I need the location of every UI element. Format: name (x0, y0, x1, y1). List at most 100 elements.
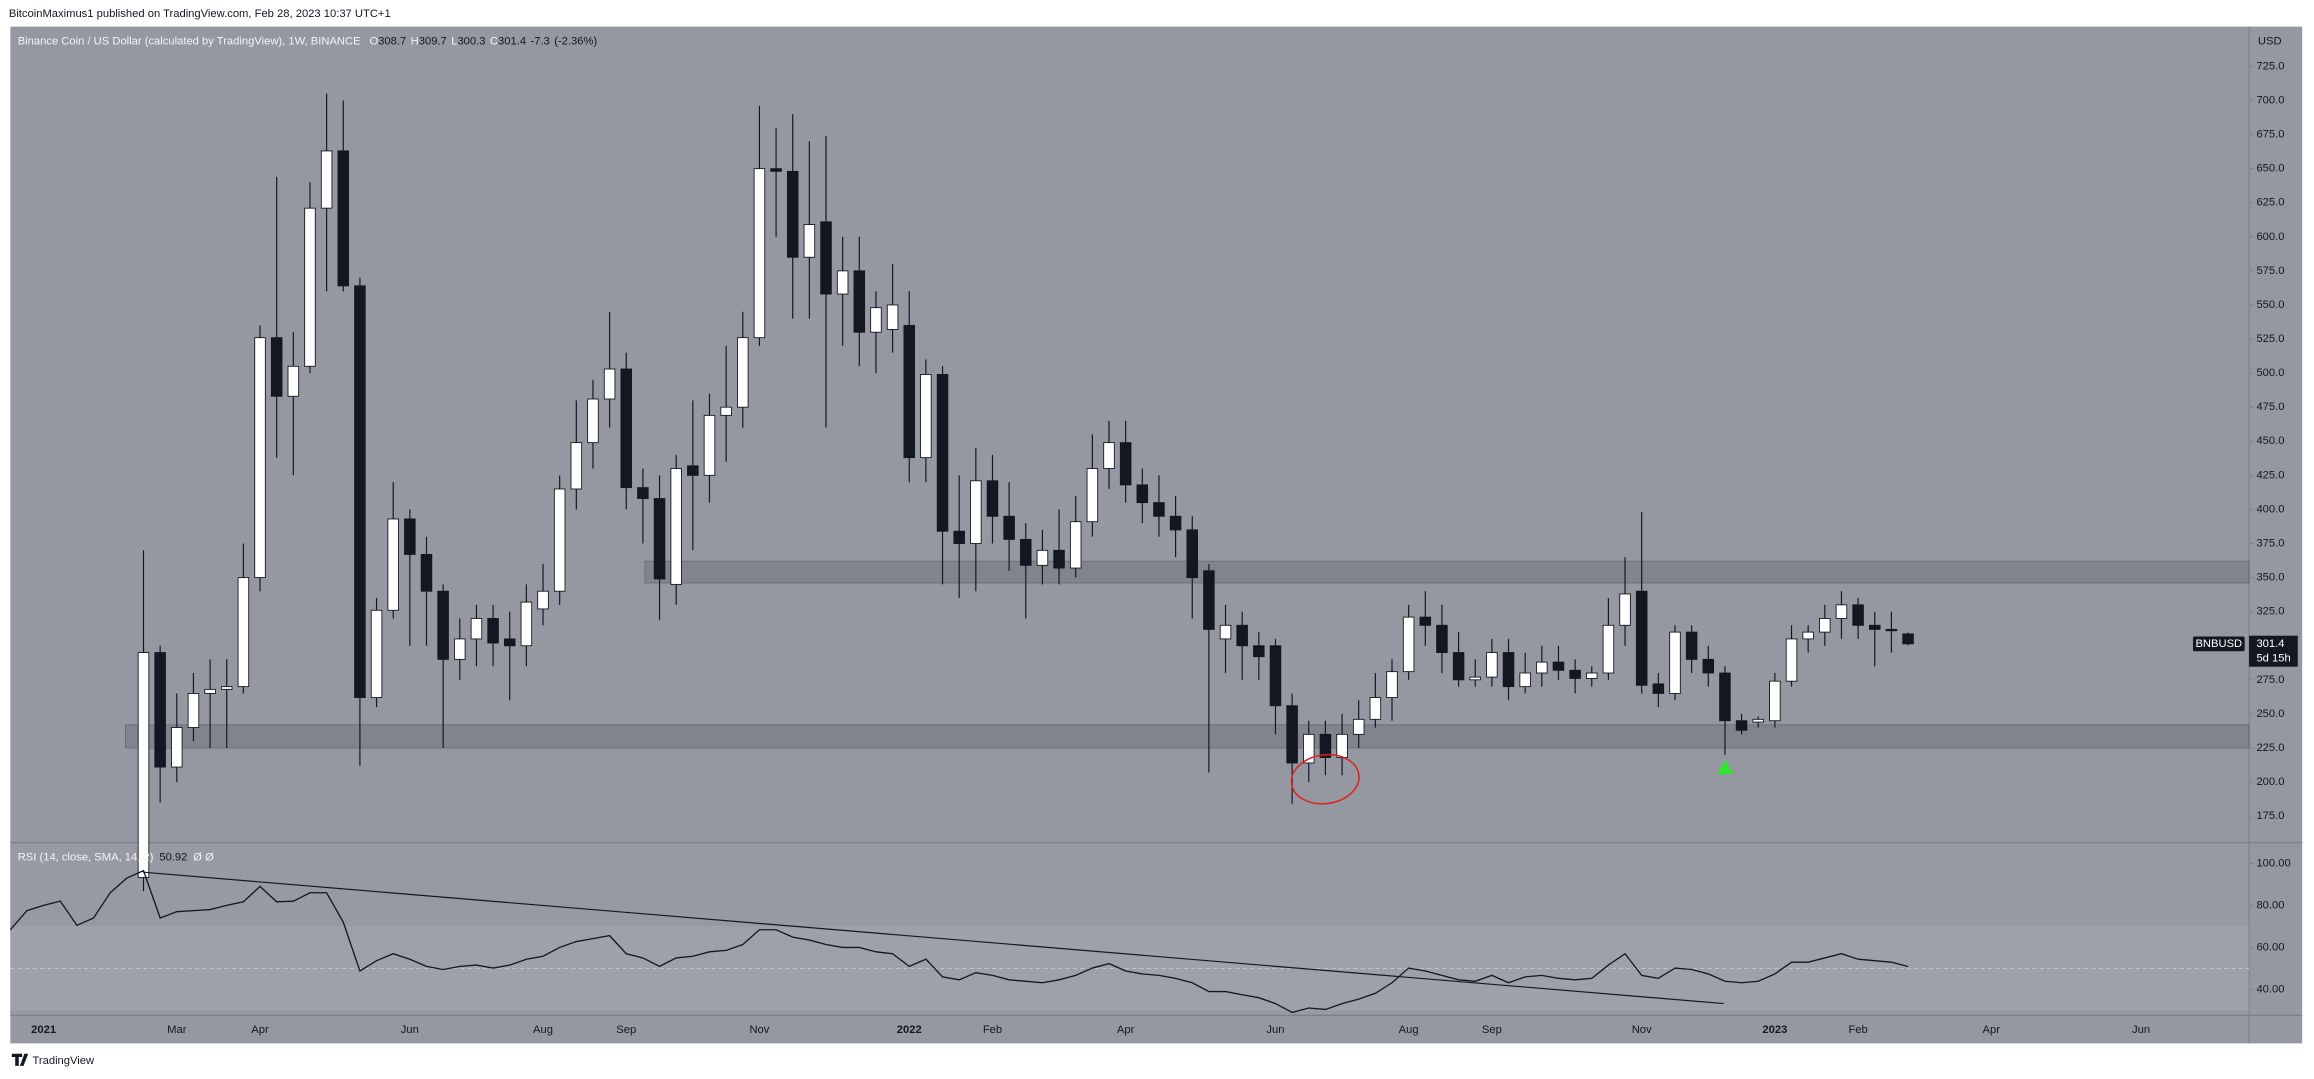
axes: 175.0200.0225.0250.0275.0300.0325.0350.0… (31, 60, 2298, 1036)
candle-body (1203, 570, 1215, 630)
rsi-y-tick-label: 40.00 (2256, 983, 2284, 995)
candle-body (1552, 661, 1565, 671)
candle-body (1169, 515, 1182, 531)
y-tick-label: 675.0 (2256, 129, 2284, 141)
x-tick-label: 2023 (1762, 1024, 1787, 1036)
candle-body (1020, 538, 1032, 566)
triangle-annotation (1717, 760, 1734, 775)
rsi-y-tick-label: 60.00 (2256, 941, 2284, 953)
x-tick-label: Sep (1482, 1024, 1502, 1036)
candle-body (1319, 733, 1332, 758)
candle-body (1702, 658, 1715, 674)
candle-body (1003, 515, 1015, 540)
candle-body (936, 374, 949, 532)
candle-body (1369, 697, 1382, 720)
candle-body (1486, 652, 1498, 678)
candle-body (953, 530, 965, 544)
candle-body (1153, 502, 1165, 517)
candle-body (1286, 705, 1298, 764)
candle-body (1419, 616, 1432, 626)
x-tick-label: Jun (401, 1024, 419, 1036)
y-tick-label: 650.0 (2256, 163, 2284, 175)
candle-body (703, 414, 716, 476)
rsi-name: RSI (14, close, SMA, 14, 2) (18, 851, 154, 863)
rsi-value: 50.92 (159, 851, 187, 863)
candle-body (603, 368, 616, 400)
candle-body (587, 398, 599, 444)
ohlc-value: 300.3 (457, 35, 485, 47)
candle-body (1586, 672, 1598, 679)
y-tick-label: 175.0 (2256, 810, 2284, 822)
ohlc-label: L (451, 35, 457, 47)
candle-body (1619, 593, 1631, 626)
candle-body (320, 150, 333, 209)
candle-body (1735, 720, 1748, 731)
y-axis-label: USD (2258, 35, 2282, 47)
candle-body (1802, 631, 1814, 640)
candle-body (1835, 604, 1848, 619)
candle-body (1236, 624, 1248, 647)
candle-body (304, 207, 316, 367)
candle-body (1752, 718, 1764, 723)
x-tick-label: Aug (533, 1024, 553, 1036)
symbol-tag-text: BNBUSD (2195, 638, 2242, 650)
candle-body (670, 468, 682, 585)
x-tick-label: Aug (1399, 1024, 1419, 1036)
candle-body (1253, 645, 1265, 658)
chart-title: Binance Coin / US Dollar (calculated by … (18, 35, 361, 47)
y-tick-label: 550.0 (2256, 299, 2284, 311)
candle-body (137, 652, 150, 878)
y-tick-label: 600.0 (2256, 231, 2284, 243)
x-tick-label: 2021 (31, 1024, 56, 1036)
candle-body (220, 686, 233, 690)
candle-body (404, 518, 416, 555)
candle-body (454, 638, 466, 660)
candle-body (1119, 442, 1132, 486)
candle-body (1469, 676, 1481, 681)
y-tick-label: 525.0 (2256, 333, 2284, 345)
x-tick-label: Apr (251, 1024, 269, 1036)
candle-body (1519, 672, 1531, 688)
candle-body (1103, 442, 1115, 469)
candle-body (1303, 733, 1315, 764)
candle-body (886, 304, 899, 330)
candle-body (1868, 624, 1881, 630)
candle-body (470, 618, 483, 640)
candle-body (1685, 631, 1698, 660)
rsi-trendline (143, 871, 1724, 1005)
candle-body (1569, 669, 1581, 679)
candle-body (870, 307, 882, 333)
candle-body (503, 638, 516, 647)
candle-body (1652, 683, 1665, 694)
candle-body (1069, 521, 1082, 569)
candle-body (270, 337, 283, 397)
candle-body (154, 652, 166, 768)
x-tick-label: Apr (1117, 1024, 1135, 1036)
candle-body (553, 488, 566, 592)
candle-body (687, 465, 699, 476)
candle-body (970, 480, 982, 544)
y-tick-label: 275.0 (2256, 674, 2284, 686)
candle-body (720, 406, 732, 416)
candle-body (1336, 733, 1348, 758)
candles (137, 93, 1914, 892)
candle-body (1769, 680, 1781, 722)
candle-body (1086, 468, 1099, 523)
candle-body (370, 609, 383, 698)
candle-body (237, 577, 250, 688)
chart-header: Binance Coin / US Dollar (calculated by … (18, 35, 598, 47)
rsi (9, 869, 2250, 1014)
candle-body (620, 368, 633, 489)
candle-body (1186, 529, 1198, 579)
ohlc-label: C (490, 35, 498, 47)
x-tick-label: Feb (1848, 1024, 1867, 1036)
countdown: 5d 15h (2256, 653, 2290, 665)
ohlc-label: H (411, 35, 419, 47)
candle-body (387, 518, 399, 611)
circle-annotation (1290, 753, 1360, 805)
x-tick-label: Nov (1632, 1024, 1652, 1036)
y-tick-label: 700.0 (2256, 94, 2284, 106)
candle-body (1819, 618, 1831, 633)
candle-body (537, 590, 549, 610)
candle-body (204, 688, 216, 694)
